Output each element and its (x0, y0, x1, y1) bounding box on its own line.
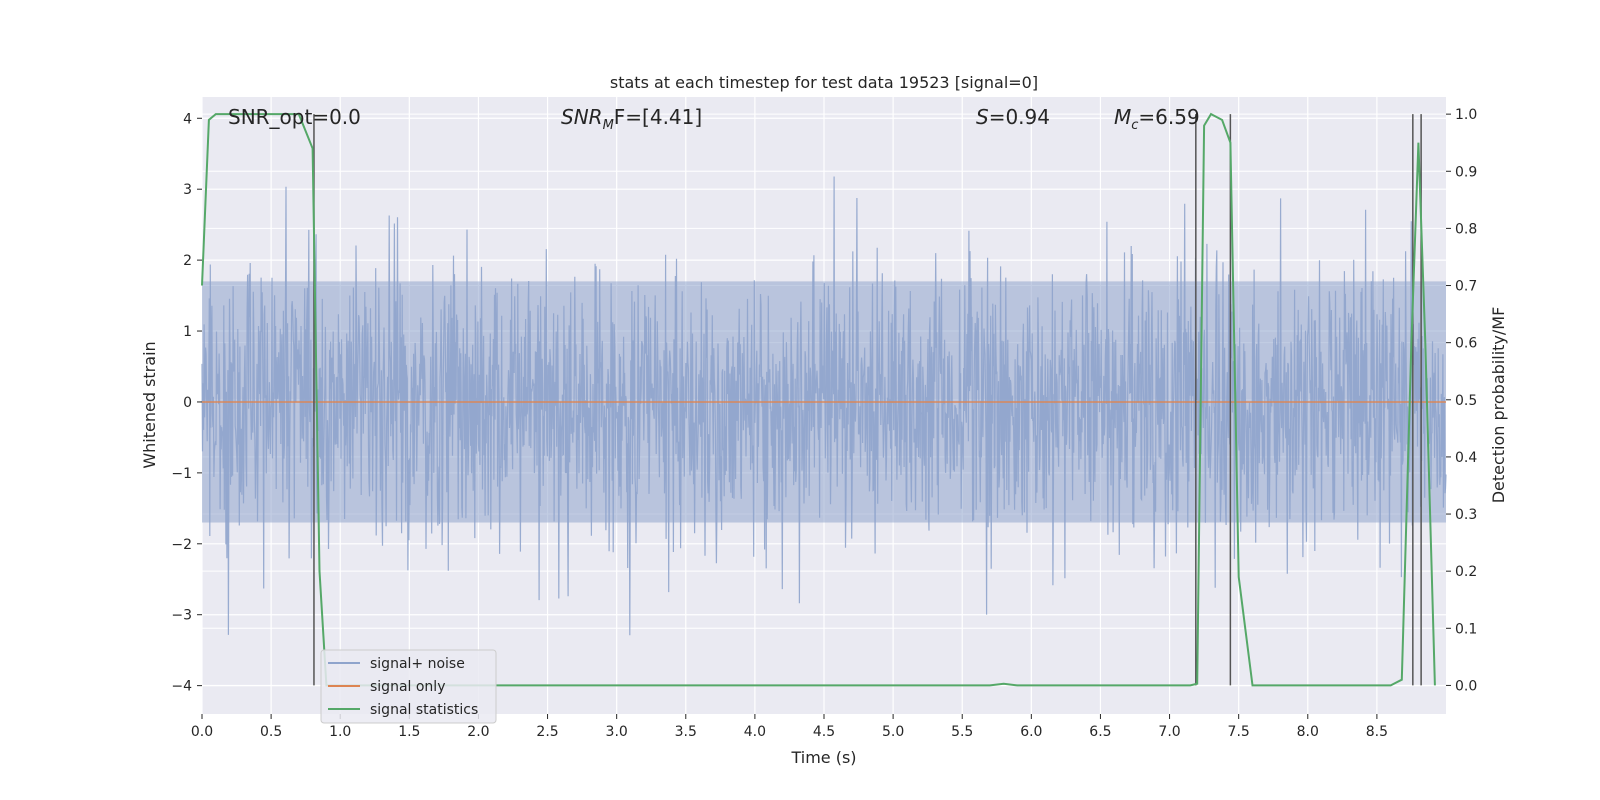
x-tick-label-17: 8.5 (1366, 724, 1388, 740)
y-right-tick-label-2: 0.8 (1455, 221, 1477, 237)
x-tick-label-15: 7.5 (1228, 724, 1250, 740)
x-tick-label-5: 2.5 (536, 724, 558, 740)
mc-rest: =6.59 (1138, 105, 1199, 129)
x-tick-label-6: 3.0 (606, 724, 628, 740)
x-tick-label-10: 5.0 (882, 724, 904, 740)
legend: signal+ noise signal only signal statist… (320, 649, 497, 724)
legend-label-signal-only: signal only (370, 679, 445, 695)
annotation-s: S=0.94 (976, 105, 1050, 129)
y-right-axis-label: Detection probability/MF (1489, 307, 1508, 504)
y-right-tick-label-1: 0.9 (1455, 164, 1477, 180)
x-tick-label-4: 2.0 (467, 724, 489, 740)
signal-statistics-line (201, 112, 1436, 687)
mc-sub: c (1131, 118, 1138, 133)
y-left-tick-label-7: −3 (171, 608, 192, 624)
y-left-tick-label-3: 1 (183, 324, 192, 340)
y-right-tick-label-5: 0.5 (1455, 393, 1477, 409)
chart-title: stats at each timestep for test data 195… (610, 73, 1038, 92)
x-tick-label-9: 4.5 (813, 724, 835, 740)
y-left-tick-label-1: 3 (183, 182, 192, 198)
y-left-tick-labels: 4 3 2 1 0 −1 −2 −3 −4 (171, 111, 202, 695)
x-tick-label-8: 4.0 (744, 724, 766, 740)
x-tick-label-13: 6.5 (1089, 724, 1111, 740)
snr-mf-sub: M (603, 118, 614, 133)
y-left-tick-label-5: −1 (171, 466, 192, 482)
x-tick-label-2: 1.0 (329, 724, 351, 740)
snr-mf-rest: F=[4.41] (614, 105, 702, 129)
y-right-tick-label-4: 0.6 (1455, 336, 1477, 352)
s-main: S (976, 105, 989, 129)
y-left-tick-label-6: −2 (171, 537, 192, 553)
y-left-tick-label-2: 2 (183, 253, 192, 269)
mc-main: M (1114, 105, 1131, 129)
legend-box (320, 649, 497, 724)
legend-label-noise: signal+ noise (370, 656, 465, 672)
annotation-mc: Mc=6.59 (1114, 105, 1200, 133)
x-tick-label-3: 1.5 (398, 724, 420, 740)
x-tick-label-7: 3.5 (675, 724, 697, 740)
x-tick-label-0: 0.0 (191, 724, 213, 740)
x-tick-label-1: 0.5 (260, 724, 282, 740)
x-tick-labels: 0.0 0.5 1.0 1.5 2.0 2.5 3.0 3.5 4.0 4.5 5.0 5.5 6.0 6… (191, 714, 1388, 740)
y-left-tick-label-4: 0 (183, 395, 192, 411)
y-right-tick-label-0: 1.0 (1455, 107, 1477, 123)
s-rest: =0.94 (989, 105, 1050, 129)
y-right-tick-label-3: 0.7 (1455, 279, 1477, 295)
legend-label-signal-statistics: signal statistics (370, 702, 478, 718)
y-right-tick-label-6: 0.4 (1455, 450, 1477, 466)
y-left-tick-label-8: −4 (171, 679, 192, 695)
x-tick-label-16: 8.0 (1297, 724, 1319, 740)
x-tick-label-14: 7.0 (1158, 724, 1180, 740)
x-tick-label-12: 6.0 (1020, 724, 1042, 740)
x-tick-label-11: 5.5 (951, 724, 973, 740)
snr-mf-main: SNR (561, 105, 603, 129)
y-right-tick-label-7: 0.3 (1455, 507, 1477, 523)
annotation-snr-opt: SNR_opt=0.0 (228, 105, 361, 129)
x-axis-label: Time (s) (790, 748, 856, 767)
y-right-tick-labels: 1.0 0.9 0.8 0.7 0.6 0.5 0.4 0.3 0.2 0.1 0.0 (1446, 107, 1477, 694)
annotation-snr-mf: SNRMF=[4.41] (561, 105, 702, 133)
y-left-axis-label: Whitened strain (140, 341, 159, 468)
y-right-tick-label-8: 0.2 (1455, 564, 1477, 580)
y-left-tick-label-0: 4 (183, 111, 192, 127)
y-right-tick-label-9: 0.1 (1455, 621, 1477, 637)
signal-statistics-series (201, 112, 1436, 687)
y-right-tick-label-10: 0.0 (1455, 678, 1477, 694)
